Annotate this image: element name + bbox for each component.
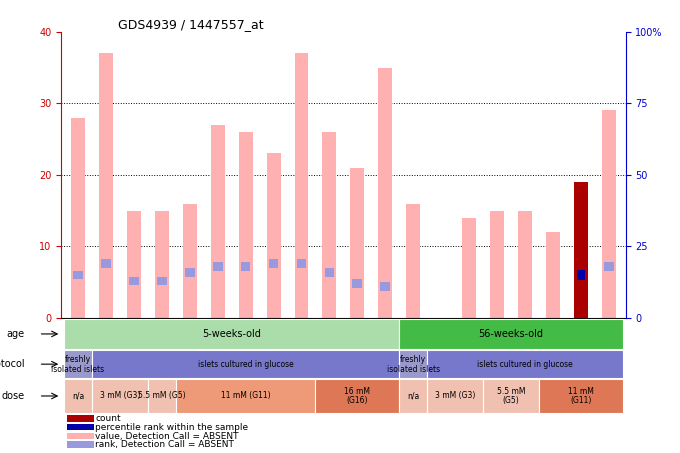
Bar bbox=[350, 168, 364, 318]
Bar bbox=[67, 424, 94, 430]
Text: count: count bbox=[95, 414, 120, 423]
Bar bbox=[71, 118, 85, 318]
Bar bbox=[322, 132, 337, 318]
Bar bbox=[67, 442, 94, 448]
Bar bbox=[101, 259, 111, 268]
Text: GDS4939 / 1447557_at: GDS4939 / 1447557_at bbox=[118, 18, 263, 30]
Text: freshly
isolated islets: freshly isolated islets bbox=[52, 355, 105, 374]
Bar bbox=[399, 379, 427, 413]
Bar bbox=[324, 268, 335, 276]
Bar bbox=[352, 280, 362, 288]
Bar bbox=[546, 232, 560, 318]
Bar bbox=[127, 211, 141, 318]
Bar bbox=[64, 318, 399, 349]
Bar bbox=[399, 351, 427, 378]
Bar bbox=[99, 53, 113, 318]
Bar bbox=[239, 132, 252, 318]
Bar bbox=[604, 262, 614, 271]
Text: value, Detection Call = ABSENT: value, Detection Call = ABSENT bbox=[95, 432, 239, 441]
Text: 3 mM (G3): 3 mM (G3) bbox=[100, 391, 140, 400]
Text: 5.5 mM
(G5): 5.5 mM (G5) bbox=[497, 386, 525, 405]
Bar bbox=[92, 351, 399, 378]
Bar bbox=[574, 182, 588, 318]
Text: islets cultured in glucose: islets cultured in glucose bbox=[198, 360, 294, 369]
Bar bbox=[269, 259, 278, 268]
Bar bbox=[92, 379, 148, 413]
Text: freshly
isolated islets: freshly isolated islets bbox=[387, 355, 440, 374]
Bar bbox=[380, 282, 390, 291]
Bar bbox=[294, 53, 309, 318]
Bar bbox=[64, 379, 92, 413]
Bar bbox=[267, 154, 281, 318]
Bar bbox=[148, 379, 175, 413]
Bar bbox=[399, 318, 623, 349]
Bar bbox=[185, 268, 194, 276]
Bar bbox=[406, 203, 420, 318]
Bar bbox=[64, 351, 92, 378]
Bar bbox=[213, 262, 222, 271]
Text: age: age bbox=[6, 329, 24, 339]
Text: 11 mM (G11): 11 mM (G11) bbox=[221, 391, 271, 400]
Bar bbox=[462, 218, 476, 318]
Text: percentile rank within the sample: percentile rank within the sample bbox=[95, 423, 248, 432]
Bar bbox=[175, 379, 316, 413]
Bar bbox=[577, 270, 585, 280]
Bar bbox=[155, 211, 169, 318]
Text: 5-weeks-old: 5-weeks-old bbox=[202, 329, 261, 339]
Bar bbox=[316, 379, 399, 413]
Text: 11 mM
(G11): 11 mM (G11) bbox=[568, 386, 594, 405]
Bar bbox=[157, 276, 167, 285]
Text: n/a: n/a bbox=[407, 391, 420, 400]
Bar bbox=[490, 211, 504, 318]
Bar bbox=[602, 111, 616, 318]
Text: n/a: n/a bbox=[72, 391, 84, 400]
Text: 3 mM (G3): 3 mM (G3) bbox=[435, 391, 475, 400]
Bar bbox=[483, 379, 539, 413]
Bar bbox=[241, 262, 250, 271]
Text: dose: dose bbox=[1, 391, 24, 401]
Bar bbox=[296, 259, 307, 268]
Bar bbox=[129, 276, 139, 285]
Text: rank, Detection Call = ABSENT: rank, Detection Call = ABSENT bbox=[95, 440, 234, 449]
Bar bbox=[67, 433, 94, 439]
Text: protocol: protocol bbox=[0, 359, 24, 369]
Text: islets cultured in glucose: islets cultured in glucose bbox=[477, 360, 573, 369]
Text: 5.5 mM (G5): 5.5 mM (G5) bbox=[138, 391, 186, 400]
Bar bbox=[73, 271, 83, 280]
Bar bbox=[518, 211, 532, 318]
Text: 56-weeks-old: 56-weeks-old bbox=[479, 329, 543, 339]
Bar bbox=[539, 379, 623, 413]
Bar bbox=[427, 351, 623, 378]
Bar bbox=[211, 125, 224, 318]
Bar bbox=[183, 203, 197, 318]
Bar bbox=[67, 415, 94, 422]
Text: 16 mM
(G16): 16 mM (G16) bbox=[344, 386, 371, 405]
Bar bbox=[427, 379, 483, 413]
Bar bbox=[378, 67, 392, 318]
